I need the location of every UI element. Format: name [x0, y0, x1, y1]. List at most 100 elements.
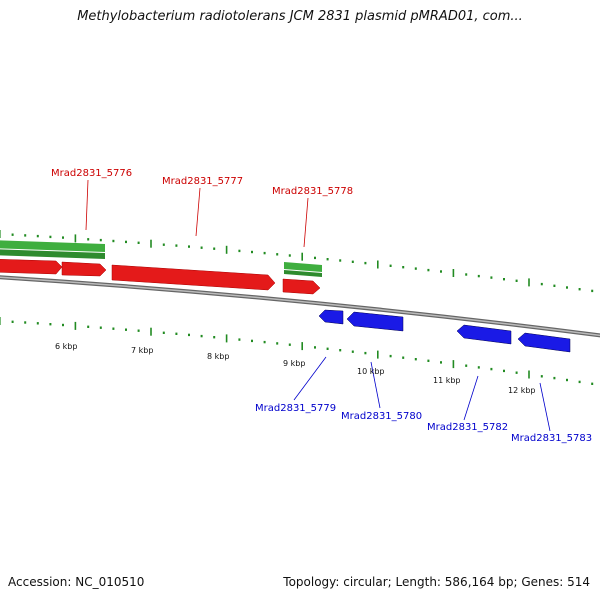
minor-tick: [263, 340, 266, 344]
minor-tick: [553, 376, 556, 380]
kbp-label: 6 kbp: [55, 342, 77, 351]
minor-tick: [591, 382, 594, 385]
gene-label-reverse[interactable]: Mrad2831_5780: [341, 411, 422, 422]
minor-tick: [288, 343, 291, 346]
gene-label-forward[interactable]: Mrad2831_5778: [272, 186, 353, 197]
minor-tick: [477, 274, 480, 278]
minor-tick: [24, 234, 27, 237]
forward-cds-arrow[interactable]: [61, 261, 107, 277]
minor-tick: [314, 256, 316, 260]
major-tick: [150, 239, 152, 248]
minor-tick: [351, 350, 354, 353]
minor-tick: [213, 247, 216, 250]
minor-tick: [87, 325, 90, 328]
minor-tick: [11, 320, 14, 323]
major-tick: [528, 370, 530, 379]
gene-label-forward[interactable]: Mrad2831_5776: [51, 168, 132, 179]
forward-cds-arrow[interactable]: [0, 259, 63, 275]
minor-tick: [175, 244, 178, 247]
minor-tick: [288, 254, 291, 257]
major-tick: [377, 260, 379, 269]
label-leader-line: [195, 187, 201, 237]
minor-tick: [238, 338, 241, 341]
minor-tick: [553, 284, 556, 287]
gene-label-reverse[interactable]: Mrad2831_5779: [255, 403, 336, 414]
minor-tick: [351, 260, 354, 263]
reverse-cds-arrow[interactable]: [346, 311, 404, 332]
minor-tick: [276, 342, 279, 345]
gene-label-reverse[interactable]: Mrad2831_5783: [511, 433, 592, 444]
minor-tick: [188, 333, 190, 337]
kbp-label: 8 kbp: [207, 352, 229, 361]
gene-label-reverse[interactable]: Mrad2831_5782: [427, 422, 508, 433]
major-tick: [0, 317, 1, 325]
green-feature-group[interactable]: [0, 240, 322, 277]
minor-tick: [99, 326, 102, 329]
minor-tick: [578, 288, 581, 291]
kbp-label: 7 kbp: [131, 346, 153, 355]
genome-backbone-highlight: [0, 276, 600, 337]
minor-tick: [515, 371, 518, 374]
minor-tick: [440, 270, 442, 273]
minor-tick: [389, 264, 392, 267]
accession-label: Accession: NC_010510: [8, 575, 145, 589]
minor-tick: [87, 238, 90, 241]
forward-cds-group[interactable]: [0, 259, 321, 295]
minor-tick: [566, 378, 568, 382]
minor-tick: [36, 234, 39, 238]
reverse-cds-group[interactable]: [318, 309, 571, 353]
minor-tick: [314, 346, 316, 349]
minor-tick: [566, 286, 568, 289]
major-tick: [150, 327, 152, 336]
kbp-label: 9 kbp: [283, 359, 305, 368]
major-tick: [0, 230, 1, 238]
reverse-cds-arrow[interactable]: [456, 324, 512, 345]
major-tick: [74, 234, 77, 243]
green-feature-1[interactable]: [0, 240, 105, 252]
minor-tick: [414, 267, 417, 270]
green-feature-1-lower[interactable]: [0, 249, 105, 259]
kbp-label: 11 kbp: [433, 376, 461, 385]
major-tick: [301, 252, 303, 261]
label-leader-line: [539, 382, 551, 432]
minor-tick: [162, 331, 165, 334]
minor-tick: [465, 273, 468, 276]
forward-cds-arrow[interactable]: [111, 264, 276, 291]
map-title: Methylobacterium radiotolerans JCM 2831 …: [77, 9, 523, 24]
kbp-label: 10 kbp: [357, 367, 385, 376]
minor-tick: [477, 366, 480, 369]
minor-tick: [364, 261, 367, 265]
label-leader-line: [85, 179, 89, 231]
reverse-cds-arrow[interactable]: [517, 332, 571, 353]
minor-tick: [503, 278, 505, 281]
minor-tick: [515, 279, 518, 282]
green-feature-2-lower[interactable]: [284, 270, 322, 277]
kbp-label: 12 kbp: [508, 386, 536, 395]
minor-tick: [276, 253, 279, 256]
minor-tick: [440, 361, 442, 364]
minor-tick: [427, 359, 430, 362]
minor-tick: [125, 240, 127, 244]
minor-tick: [112, 327, 115, 330]
minor-tick: [213, 336, 216, 339]
minor-tick: [540, 282, 543, 286]
minor-tick: [175, 332, 178, 335]
minor-tick: [125, 328, 127, 331]
green-feature-2[interactable]: [284, 262, 322, 272]
minor-tick: [200, 334, 203, 338]
upper-tick-ring: [0, 230, 594, 293]
minor-tick: [503, 369, 505, 373]
forward-cds-arrow[interactable]: [282, 278, 321, 295]
label-leader-line: [303, 197, 309, 248]
minor-tick: [389, 354, 392, 358]
reverse-cds-arrow[interactable]: [318, 309, 344, 325]
major-tick: [301, 342, 303, 351]
minor-tick: [402, 356, 405, 359]
minor-tick: [465, 364, 468, 367]
lower-tick-ring: [0, 317, 594, 385]
minor-tick: [251, 339, 253, 343]
gene-label-forward[interactable]: Mrad2831_5777: [162, 176, 243, 187]
minor-tick: [238, 249, 241, 253]
minor-tick: [591, 289, 594, 293]
